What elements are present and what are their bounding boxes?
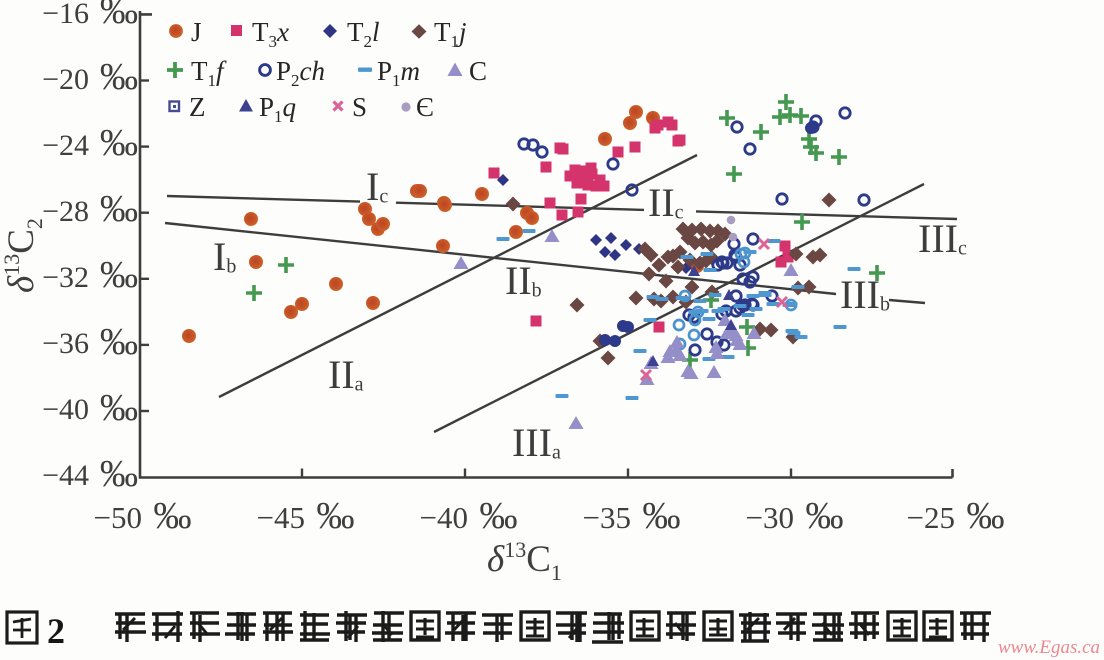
svg-text:P1m: P1m	[377, 56, 420, 90]
svg-text:‰: ‰	[100, 321, 138, 363]
svg-text:‰: ‰	[100, 453, 138, 495]
svg-text:−16: −16	[42, 0, 89, 30]
svg-text:−45: −45	[257, 500, 305, 535]
svg-text:C: C	[469, 56, 487, 86]
svg-text:S: S	[352, 92, 367, 122]
svg-text:−28: −28	[42, 195, 89, 228]
svg-text:2: 2	[47, 611, 65, 651]
svg-text:‰: ‰	[317, 495, 355, 537]
svg-text:−50: −50	[94, 500, 142, 535]
svg-text:‰: ‰	[100, 254, 138, 296]
svg-text:‰: ‰	[100, 387, 138, 429]
svg-text:P2ch: P2ch	[276, 56, 325, 90]
svg-text:−30: −30	[746, 500, 794, 535]
svg-text:T1j: T1j	[434, 17, 467, 51]
svg-text:Z: Z	[189, 92, 206, 122]
svg-text:Є: Є	[416, 92, 434, 122]
svg-text:δ13C2: δ13C2	[0, 218, 47, 293]
svg-text:T2l: T2l	[347, 17, 380, 51]
svg-text:www.Egas.ca: www.Egas.ca	[998, 637, 1100, 658]
svg-text:−40: −40	[42, 393, 89, 426]
svg-text:‰: ‰	[100, 122, 138, 164]
svg-text:T1f: T1f	[191, 56, 227, 90]
svg-text:−24: −24	[42, 129, 89, 162]
svg-text:−44: −44	[42, 459, 89, 492]
svg-text:‰: ‰	[480, 495, 518, 537]
svg-text:J: J	[191, 17, 202, 47]
svg-text:‰: ‰	[100, 56, 138, 98]
svg-text:−40: −40	[420, 500, 468, 535]
svg-text:−32: −32	[42, 261, 89, 294]
svg-text:−35: −35	[583, 500, 631, 535]
svg-text:δ13C1: δ13C1	[487, 537, 562, 585]
svg-text:‰: ‰	[967, 495, 1005, 537]
svg-text:−20: −20	[42, 63, 89, 96]
svg-text:‰: ‰	[154, 495, 192, 537]
svg-text:‰: ‰	[643, 495, 681, 537]
svg-text:−36: −36	[42, 327, 89, 360]
svg-text:‰: ‰	[806, 495, 844, 537]
svg-text:‰: ‰	[100, 0, 138, 32]
svg-text:−25: −25	[907, 500, 955, 535]
svg-text:‰: ‰	[100, 188, 138, 230]
